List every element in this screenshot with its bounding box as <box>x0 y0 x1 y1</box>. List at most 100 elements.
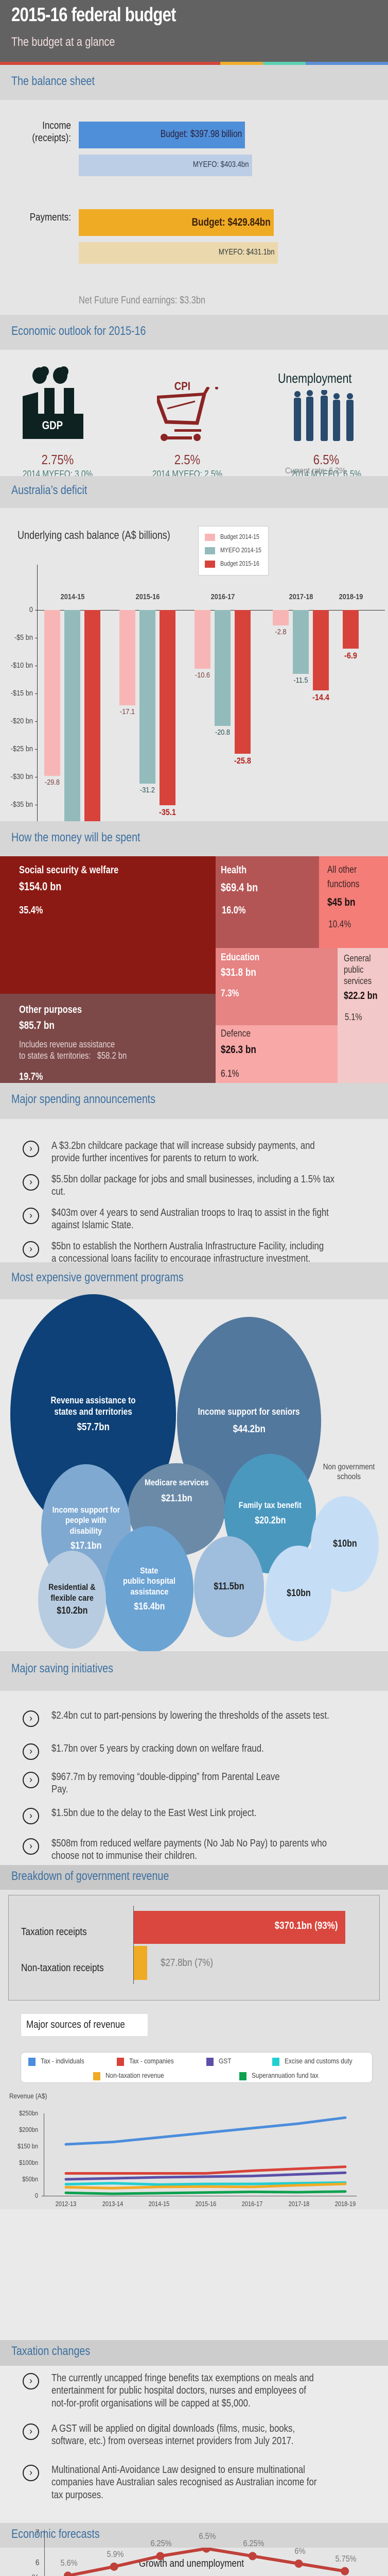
deficit-chart-title: Underlying cash balance (A$ billions) <box>17 529 170 541</box>
balance-sheet-panel: Income (receipts): Budget: $397.98 billi… <box>0 100 388 314</box>
section-savings: Major saving initiatives <box>0 1651 388 1691</box>
legend-swatch <box>206 2058 214 2066</box>
legend-label: Non-taxation revenue <box>105 2071 164 2079</box>
deficit-bar <box>160 610 175 806</box>
cpi-icon-label: CPI <box>174 380 190 393</box>
taxation-value: $370.1bn (93%) <box>275 1920 338 1931</box>
section-taxation-changes: Taxation changes <box>0 2340 388 2366</box>
chevron-right-icon: › <box>23 1141 39 1157</box>
deficit-bar <box>273 610 289 626</box>
announcements-panel: › A $3.2bn childcare package that will in… <box>0 1119 388 1264</box>
treemap-defence: Defence $26.3 bn 6.1% <box>216 1025 338 1088</box>
stripe-yellow <box>220 62 263 65</box>
section-title: Economic outlook for 2015-16 <box>11 324 146 338</box>
page-title: 2015-16 federal budget <box>11 4 176 26</box>
revenue-panel: Taxation receipts Non-taxation receipts … <box>0 1890 388 2209</box>
x-category-label: 2017-18 <box>289 592 313 601</box>
data-label: -10.6 <box>195 671 210 680</box>
stripe-blue <box>306 62 388 65</box>
y-tick-label: -$15 bn <box>10 689 33 698</box>
deficit-bar <box>343 610 359 649</box>
section-title: Major spending announcements <box>11 1092 156 1106</box>
unemployment-line <box>64 2548 349 2576</box>
future-fund-earnings: Net Future Fund earnings: $3.3bn <box>79 295 206 306</box>
bubble-residential-care: Residential & flexible care $10.2bn <box>38 1551 106 1649</box>
income-budget-label: Budget: $397.98 billion <box>160 129 242 140</box>
data-label: 5.6% <box>60 2558 78 2568</box>
y-tick-label: -$35 bn <box>10 800 33 809</box>
data-label: -20.8 <box>215 727 231 737</box>
treemap-amount: $69.4 bn <box>221 881 258 894</box>
legend-swatch <box>239 2072 246 2080</box>
section-title: Breakdown of government revenue <box>11 1869 169 1883</box>
legend-label: Budget 2015-16 <box>220 560 259 567</box>
payments-budget-bar: Budget: $429.84bn <box>79 209 274 236</box>
data-label: 5.9% <box>107 2549 124 2559</box>
treemap-pct: 35.4% <box>19 905 43 916</box>
treemap-label: functions <box>327 879 360 890</box>
treemap-amount: $154.0 bn <box>19 880 62 893</box>
deficit-bar <box>44 610 60 776</box>
section-balance-sheet: The balance sheet <box>0 65 388 100</box>
treemap-label: All other <box>327 865 357 875</box>
treemap-amount: $22.2 bn <box>344 990 378 1002</box>
chevron-right-icon: › <box>23 1772 39 1788</box>
deficit-bar <box>195 610 210 669</box>
section-forecasts: Economic forecasts <box>0 2523 388 2548</box>
deficit-legend: Budget 2014-15 MYEFO 2014-15 Budget 2015… <box>198 526 269 575</box>
y-axis <box>44 2529 45 2576</box>
legend-swatch <box>28 2058 36 2066</box>
treemap-all-other: All other functions $45 bn 10.4% <box>319 856 388 948</box>
treemap-label: Social security & welfare <box>19 865 119 876</box>
treemap-label: Health <box>221 865 247 876</box>
treemap-pct: 16.0% <box>222 905 246 916</box>
growth-unemployment-chart: %012345672.62.52.52.753.253.53.52012-132… <box>0 2529 388 2576</box>
bubble-pharmaceuticals: $10bn <box>266 1546 331 1641</box>
payments-myefo-label: MYEFO: $431.1bn <box>219 248 275 257</box>
y-tick <box>35 693 38 694</box>
x-tick-label: 2016-17 <box>241 2200 263 2208</box>
chevron-right-icon: › <box>23 1743 39 1760</box>
x-tick-label: 2013-14 <box>102 2200 123 2208</box>
gdp-value: 2.75% <box>41 452 74 467</box>
legend-label: Tax - individuals <box>41 2057 84 2065</box>
treemap-amount: $85.7 bn <box>19 1020 55 1031</box>
income-budget-bar: Budget: $397.98 billion <box>79 122 245 148</box>
revenue-line-chart: 0 $50bn $100bn $150 bn $200bn $250bn 2012-13 20… <box>0 2106 388 2209</box>
x-category-label: 2018-19 <box>339 592 363 601</box>
deficit-bar <box>235 610 251 754</box>
revenue-axis <box>133 1906 134 1984</box>
stripe-teal <box>263 62 306 65</box>
non-taxation-bar <box>134 1946 147 1980</box>
data-label: -6.9 <box>344 650 357 660</box>
treemap-note: Includes revenue assistance <box>19 1039 115 1049</box>
payments-label: Payments: <box>29 212 71 223</box>
treemap-pct: 10.4% <box>328 919 351 930</box>
section-revenue-breakdown: Breakdown of government revenue <box>0 1865 388 1890</box>
section-title: Economic forecasts <box>11 2527 100 2541</box>
gdp-icon-label: GDP <box>42 419 63 432</box>
legend-swatch <box>117 2058 124 2066</box>
chevron-right-icon: › <box>23 1710 39 1727</box>
x-tick-label: 2012-13 <box>55 2200 77 2208</box>
label-non-government-schools: Non government schools <box>323 1463 375 1482</box>
section-deficit: Australia’s deficit <box>0 476 388 508</box>
y-tick-label: -$20 bn <box>10 717 33 725</box>
treemap-general-public-services: General public services $22.2 bn 5.1% <box>338 948 388 1088</box>
legend-label: GST <box>219 2057 232 2065</box>
treemap-note: to states & territories: $58.2 bn <box>19 1050 127 1061</box>
page-subtitle: The budget at a glance <box>11 35 115 49</box>
treemap-education: Education $31.8 bn 7.3% <box>216 948 338 1025</box>
bubble-job-seekers: $11.5bn <box>194 1536 264 1637</box>
treemap-label: public <box>344 964 364 975</box>
y-tick-label: 7 <box>35 2528 40 2537</box>
legend-label: Tax - companies <box>129 2057 174 2065</box>
section-spending: How the money will be spent <box>0 821 388 856</box>
economic-outlook-panel: GDP CPI Unemployment <box>0 350 388 479</box>
legend-swatch-budget-1415 <box>205 534 215 541</box>
x-category-label: 2014-15 <box>60 592 84 601</box>
y-tick-label: -$30 bn <box>10 772 33 781</box>
section-title: Most expensive government programs <box>11 1270 184 1284</box>
deficit-bar <box>313 610 329 690</box>
